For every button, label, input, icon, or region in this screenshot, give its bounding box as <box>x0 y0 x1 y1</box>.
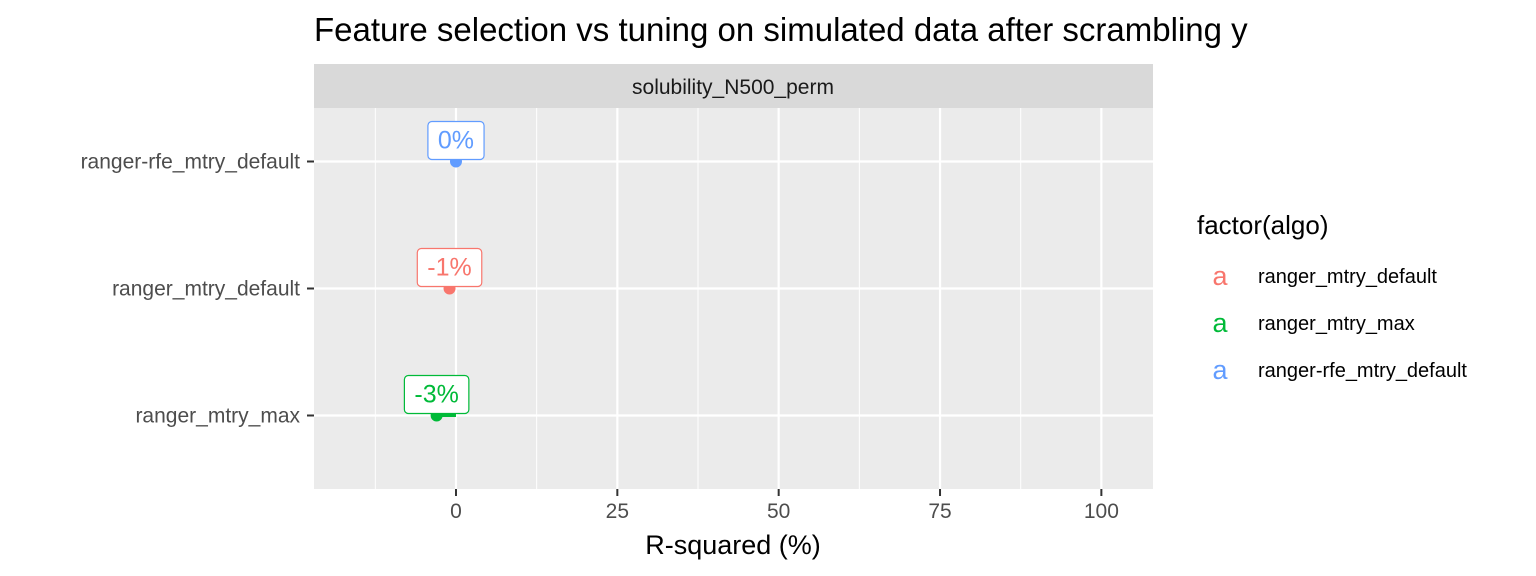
data-label-box <box>427 120 485 161</box>
x-tick-label: 75 <box>928 500 951 523</box>
y-tick-label: ranger_mtry_max <box>135 405 300 428</box>
data-label: -1% <box>427 254 471 282</box>
series-ranger_mtry_max: -3% <box>403 374 470 422</box>
legend-item-label: ranger_mtry_max <box>1258 313 1415 335</box>
x-tick-label: 100 <box>1084 500 1119 523</box>
y-axis: ranger-rfe_mtry_default ranger_mtry_defau… <box>81 151 314 428</box>
legend-item-label: ranger_mtry_default <box>1258 266 1437 288</box>
legend-key-glyph: a <box>1212 261 1228 291</box>
x-tick-label: 50 <box>767 500 790 523</box>
x-axis-label: R-squared (%) <box>645 530 821 560</box>
legend-key-glyph: a <box>1212 355 1228 385</box>
data-marks: 0% -1% -3% <box>403 120 485 422</box>
data-label: -3% <box>414 381 458 409</box>
y-tick-label: ranger_mtry_default <box>112 278 300 301</box>
legend-key-glyph: a <box>1212 308 1228 338</box>
facet-strip-label: solubility_N500_perm <box>632 76 834 99</box>
legend-item-label: ranger-rfe_mtry_default <box>1258 360 1467 382</box>
x-tick-label: 0 <box>450 500 462 523</box>
facet-strip <box>314 64 1153 108</box>
x-tick-label: 25 <box>606 500 629 523</box>
y-tick-label: ranger-rfe_mtry_default <box>81 151 301 174</box>
x-axis: 0 25 50 75 100 <box>450 489 1119 523</box>
data-label: 0% <box>438 127 474 155</box>
series-ranger_mtry_default: -1% <box>416 247 483 295</box>
legend-title: factor(algo) <box>1197 210 1329 240</box>
data-label-box <box>416 247 483 288</box>
series-ranger-rfe_mtry_default: 0% <box>427 120 485 168</box>
chart-title: Feature selection vs tuning on simulated… <box>314 11 1248 48</box>
plot-panel <box>314 108 1153 489</box>
data-label-box <box>403 374 470 415</box>
